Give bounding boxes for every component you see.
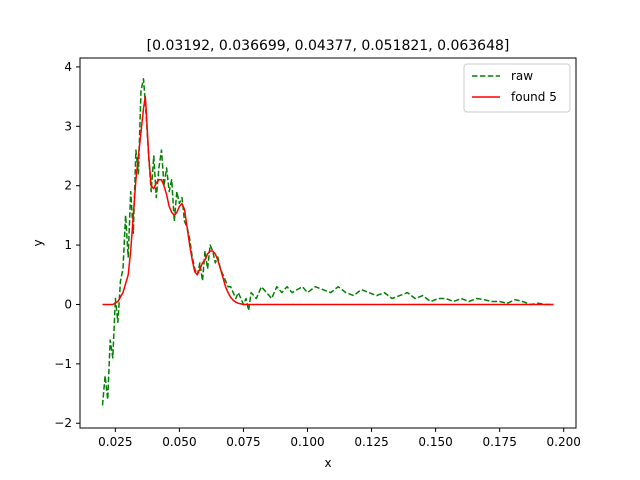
x-tick-label: 0.125 xyxy=(354,435,388,449)
y-tick-label: 4 xyxy=(64,60,72,74)
x-axis: 0.025 0.050 0.075 0.100 0.125 0.150 0.175 0.200 xyxy=(98,428,581,449)
legend: raw found 5 xyxy=(463,63,571,113)
x-tick-label: 0.200 xyxy=(547,435,581,449)
x-tick-label: 0.025 xyxy=(98,435,132,449)
found-5-series-line xyxy=(102,95,554,306)
x-tick-label: 0.050 xyxy=(162,435,196,449)
x-tick-label: 0.150 xyxy=(418,435,452,449)
x-axis-label: x xyxy=(324,456,331,470)
y-tick-label: −2 xyxy=(54,416,72,430)
x-tick-label: 0.175 xyxy=(482,435,516,449)
y-axis-label: y xyxy=(31,239,45,246)
legend-label-raw: raw xyxy=(511,69,533,83)
y-tick-label: 1 xyxy=(64,238,72,252)
y-tick-label: 2 xyxy=(64,179,72,193)
plot-frame xyxy=(79,57,577,429)
y-axis: −2 −1 0 1 2 3 4 xyxy=(54,60,80,430)
x-tick-label: 0.100 xyxy=(290,435,324,449)
y-tick-label: 0 xyxy=(64,297,72,311)
legend-label-found: found 5 xyxy=(511,90,557,104)
y-tick-label: −1 xyxy=(54,357,72,371)
series-layer xyxy=(101,78,554,406)
chart-title: [0.03192, 0.036699, 0.04377, 0.051821, 0… xyxy=(147,38,510,54)
y-tick-label: 3 xyxy=(64,119,72,133)
x-tick-label: 0.075 xyxy=(226,435,260,449)
